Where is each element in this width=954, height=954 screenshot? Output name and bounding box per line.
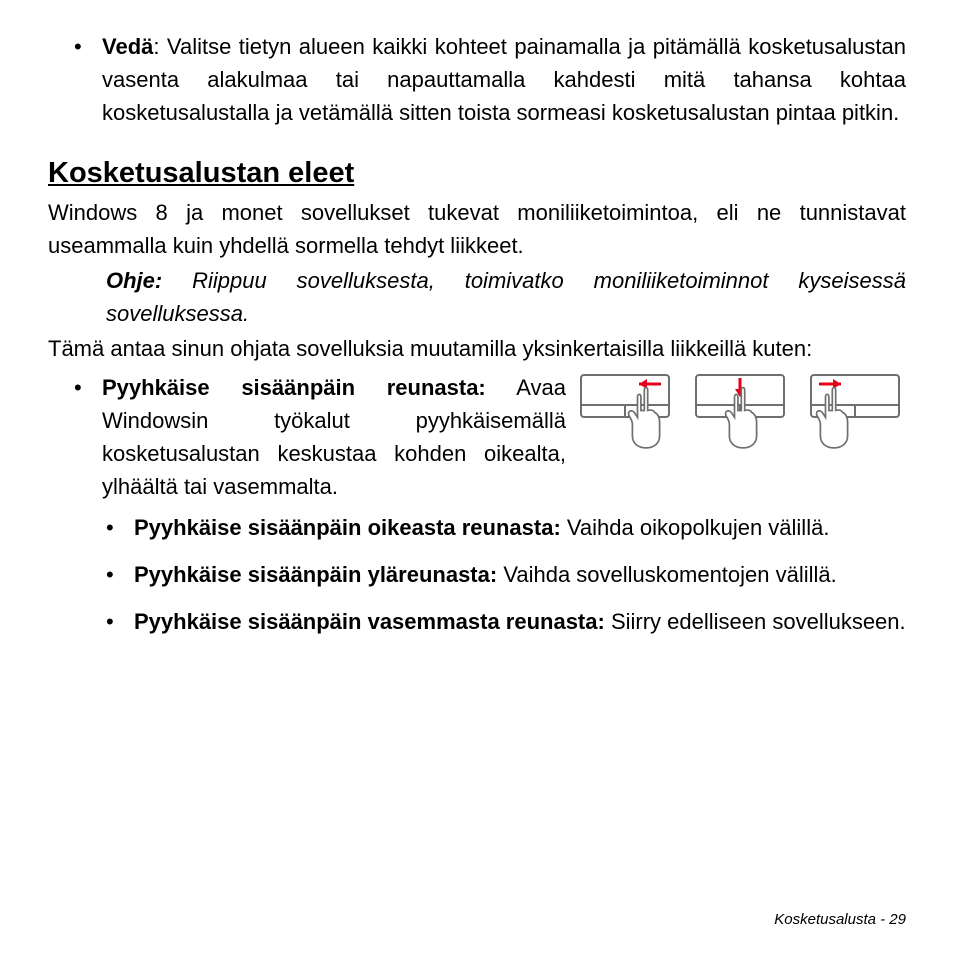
swipe-edge-block: • Pyyhkäise sisäänpäin reunasta: Avaa Wi… <box>48 371 906 503</box>
bullet-marker: • <box>102 511 134 544</box>
bullet-swipe-right-label: Pyyhkäise sisäänpäin oikeasta reunasta: <box>134 515 561 540</box>
bullet-swipe-right-text: Vaihda oikopolkujen välillä. <box>561 515 830 540</box>
note-label: Ohje: <box>106 268 192 293</box>
bullet-veda: • Vedä: Valitse tietyn alueen kaikki koh… <box>70 30 906 129</box>
bullet-swipe-edge-content: Pyyhkäise sisäänpäin reunasta: Avaa Wind… <box>102 371 566 503</box>
bullet-swipe-top-label: Pyyhkäise sisäänpäin yläreunasta: <box>134 562 497 587</box>
bullet-swipe-left-content: Pyyhkäise sisäänpäin vasemmasta reunasta… <box>134 605 906 638</box>
bullet-veda-text: : Valitse tietyn alueen kaikki kohteet p… <box>102 34 906 125</box>
intro-paragraph: Windows 8 ja monet sovellukset tukevat m… <box>48 196 906 262</box>
bullet-swipe-right-content: Pyyhkäise sisäänpäin oikeasta reunasta: … <box>134 511 906 544</box>
bullet-swipe-left: • Pyyhkäise sisäänpäin vasemmasta reunas… <box>102 605 906 638</box>
bullet-swipe-edge: • Pyyhkäise sisäänpäin reunasta: Avaa Wi… <box>70 371 566 503</box>
bullet-marker: • <box>102 558 134 591</box>
bullet-swipe-top-content: Pyyhkäise sisäänpäin yläreunasta: Vaihda… <box>134 558 906 591</box>
section-heading: Kosketusalustan eleet <box>48 157 906 190</box>
note-block: Ohje: Riippuu sovelluksesta, toimivatko … <box>106 264 906 330</box>
bullet-marker: • <box>70 371 102 503</box>
bullet-swipe-top-text: Vaihda sovelluskomentojen välillä. <box>497 562 837 587</box>
bullet-swipe-left-label: Pyyhkäise sisäänpäin vasemmasta reunasta… <box>134 609 605 634</box>
bullet-veda-label: Vedä <box>102 34 153 59</box>
bullet-veda-content: Vedä: Valitse tietyn alueen kaikki kohte… <box>102 30 906 129</box>
after-note-paragraph: Tämä antaa sinun ohjata sovelluksia muut… <box>48 332 906 365</box>
gesture-illustration <box>576 373 906 463</box>
bullet-swipe-top: • Pyyhkäise sisäänpäin yläreunasta: Vaih… <box>102 558 906 591</box>
bullet-swipe-right: • Pyyhkäise sisäänpäin oikeasta reunasta… <box>102 511 906 544</box>
bullet-swipe-edge-label: Pyyhkäise sisäänpäin reunasta: <box>102 375 486 400</box>
bullet-marker: • <box>102 605 134 638</box>
bullet-marker: • <box>70 30 102 129</box>
page: • Vedä: Valitse tietyn alueen kaikki koh… <box>0 0 954 954</box>
note-text: Riippuu sovelluksesta, toimivatko monili… <box>106 268 906 326</box>
page-footer: Kosketusalusta - 29 <box>774 911 906 928</box>
bullet-swipe-left-text: Siirry edelliseen sovellukseen. <box>605 609 906 634</box>
